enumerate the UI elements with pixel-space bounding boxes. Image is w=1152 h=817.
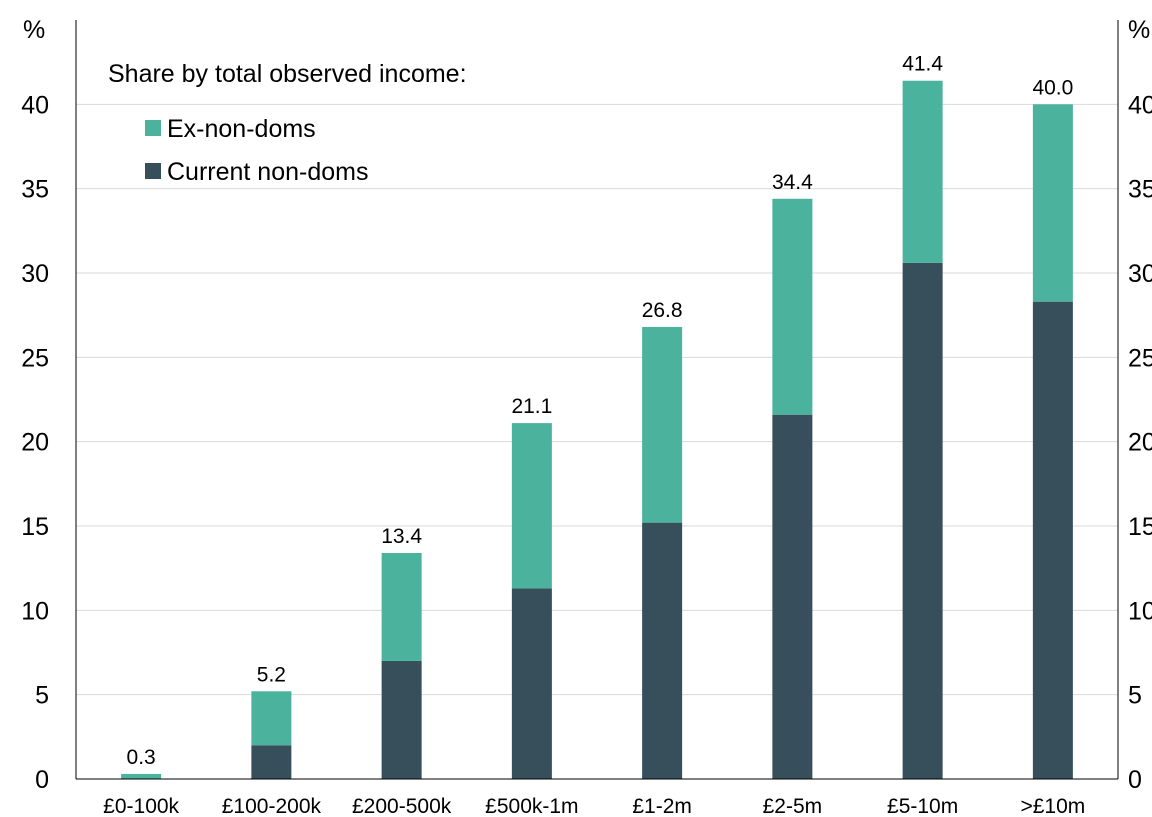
legend-label-current-non-doms: Current non-doms bbox=[167, 158, 368, 186]
bars bbox=[121, 80, 1073, 779]
bar-ex-non-doms bbox=[511, 423, 552, 589]
total-label: 5.2 bbox=[257, 663, 286, 686]
axes bbox=[75, 20, 1119, 780]
y-tick-label-right: 15 bbox=[1128, 513, 1152, 541]
x-tick-label: £100-200k bbox=[222, 795, 322, 817]
total-labels: 0.3 5.2 13.4 21.1 26.8 34.4 41.4 40.0 bbox=[127, 53, 1074, 769]
bar-ex-non-doms bbox=[381, 552, 422, 661]
bar-current-non-doms bbox=[511, 588, 552, 779]
bar-current-non-doms bbox=[381, 660, 422, 779]
y-axis-left-unit: % bbox=[23, 16, 45, 44]
bar-ex-non-doms bbox=[902, 80, 943, 263]
y-tick-label-right: 25 bbox=[1128, 344, 1152, 372]
bar-ex-non-doms bbox=[1032, 104, 1073, 302]
y-tick-label-left: 30 bbox=[21, 260, 49, 288]
y-tick-label-left: 0 bbox=[35, 766, 49, 794]
total-label: 40.0 bbox=[1032, 76, 1073, 99]
bar-current-non-doms bbox=[1032, 301, 1073, 779]
y-axis-right-ticks: 0 5 10 15 20 25 30 35 40 bbox=[1128, 91, 1152, 794]
y-tick-label-left: 5 bbox=[35, 682, 49, 710]
x-tick-label: £0-100k bbox=[103, 795, 179, 817]
x-tick-label: £2-5m bbox=[763, 795, 823, 817]
bar-ex-non-doms bbox=[251, 691, 292, 746]
y-tick-label-right: 10 bbox=[1128, 597, 1152, 625]
bar-ex-non-doms bbox=[772, 198, 813, 415]
y-tick-label-right: 20 bbox=[1128, 429, 1152, 457]
y-axis-left-ticks: 0 5 10 15 20 25 30 35 40 bbox=[21, 91, 49, 794]
y-tick-label-left: 20 bbox=[21, 429, 49, 457]
bar-current-non-doms bbox=[772, 414, 813, 779]
legend-swatch-current-non-doms bbox=[145, 163, 161, 179]
x-tick-label: >£10m bbox=[1020, 795, 1085, 817]
total-label: 0.3 bbox=[127, 746, 156, 769]
bar-current-non-doms bbox=[642, 522, 683, 779]
y-tick-label-right: 35 bbox=[1128, 176, 1152, 204]
bar-ex-non-doms bbox=[642, 326, 683, 523]
total-label: 13.4 bbox=[381, 525, 422, 548]
y-tick-label-left: 35 bbox=[21, 176, 49, 204]
legend-swatch-ex-non-doms bbox=[145, 120, 161, 136]
y-tick-label-right: 5 bbox=[1128, 682, 1142, 710]
bar-current-non-doms bbox=[902, 262, 943, 779]
x-tick-label: £5-10m bbox=[887, 795, 958, 817]
y-tick-label-left: 10 bbox=[21, 597, 49, 625]
x-tick-label: £200-500k bbox=[352, 795, 452, 817]
x-tick-label: £500k-1m bbox=[485, 795, 578, 817]
legend: Share by total observed income: Ex-non-d… bbox=[108, 60, 467, 186]
gridlines bbox=[76, 103, 1118, 696]
total-label: 34.4 bbox=[772, 171, 813, 194]
total-label: 26.8 bbox=[642, 299, 683, 322]
y-tick-label-right: 0 bbox=[1128, 766, 1142, 794]
total-label: 21.1 bbox=[511, 395, 552, 418]
x-axis-tick-labels: £0-100k £100-200k £200-500k £500k-1m £1-2m £2… bbox=[103, 795, 1085, 817]
y-tick-label-right: 40 bbox=[1128, 91, 1152, 119]
bar-current-non-doms bbox=[251, 745, 292, 779]
bar-ex-non-doms bbox=[121, 773, 162, 779]
y-axis-right-unit: % bbox=[1128, 16, 1150, 44]
y-tick-label-left: 15 bbox=[21, 513, 49, 541]
legend-label-ex-non-doms: Ex-non-doms bbox=[167, 115, 316, 143]
legend-title: Share by total observed income: bbox=[108, 60, 467, 88]
y-tick-label-right: 30 bbox=[1128, 260, 1152, 288]
y-tick-label-left: 25 bbox=[21, 344, 49, 372]
total-label: 41.4 bbox=[902, 53, 943, 76]
y-tick-label-left: 40 bbox=[21, 91, 49, 119]
x-tick-label: £1-2m bbox=[632, 795, 692, 817]
